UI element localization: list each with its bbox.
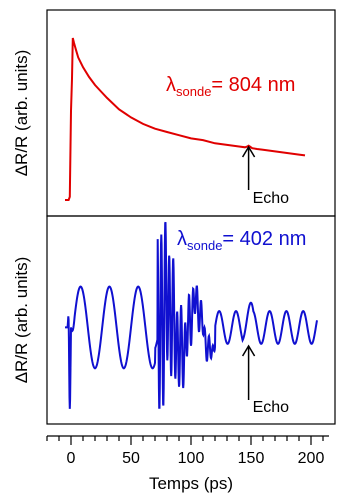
bottom-annotation-lambda: λ [177,228,187,250]
echo-arrow-bottom [241,344,256,400]
top-annotation: λsonde= 804 nm [166,74,295,99]
echo-arrow-head [241,344,256,357]
x-tick-label: 200 [298,450,325,467]
x-axis-label: Temps (ps) [149,474,233,493]
x-tick-label: 50 [122,450,140,467]
bottom-y-axis-label: ΔR/R (arb. units) [12,257,31,384]
bottom-panel-frame [46,215,336,425]
x-axis: 0 50 100 150 200 [46,435,329,467]
top-annotation-lambda: λ [166,74,176,96]
top-annotation-subscript: sonde [176,84,211,99]
echo-label-bottom: Echo [253,399,290,416]
bottom-annotation: λsonde= 402 nm [177,228,306,253]
x-tick-label: 150 [238,450,265,467]
series-line-402nm [65,221,318,409]
bottom-annotation-value: = 402 nm [222,228,306,250]
top-y-axis-label: ΔR/R (arb. units) [12,50,31,177]
series-line-804nm [65,37,306,201]
echo-label-top: Echo [253,190,290,207]
top-panel-frame [46,9,336,217]
echo-arrow-head [241,145,256,158]
x-tick-label: 100 [178,450,205,467]
top-annotation-value: = 804 nm [211,74,295,96]
bottom-annotation-subscript: sonde [187,238,222,253]
echo-arrow-top [241,145,256,190]
x-tick-label: 0 [67,450,76,467]
